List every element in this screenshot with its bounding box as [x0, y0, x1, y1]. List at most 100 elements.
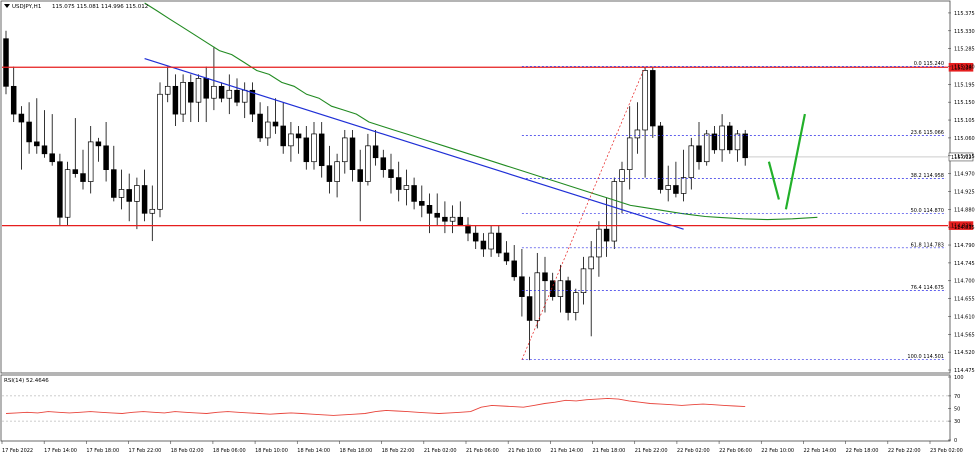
bear-candle-body [126, 189, 132, 202]
candle [72, 118, 79, 178]
candle [218, 82, 225, 103]
time-tick-label: 22 Feb 22:00 [888, 448, 921, 454]
bear-candle-body [457, 216, 464, 226]
bear-candle-body [357, 169, 363, 182]
candle [388, 153, 394, 194]
candle [665, 165, 671, 202]
time-tick-label: 22 Feb 10:00 [761, 448, 794, 454]
rsi-axis: 100 70 50 30 0 [2, 375, 964, 444]
price-tick-label: 114.475 [954, 368, 975, 374]
bear-candle-body [388, 169, 394, 178]
bear-candle-body [442, 216, 448, 222]
bear-candle-body [172, 85, 179, 115]
candle [534, 252, 541, 329]
candle [411, 177, 417, 210]
bear-candle-body [526, 296, 533, 321]
bear-candle-body [696, 145, 702, 163]
candle [573, 288, 579, 321]
bear-candle-body [742, 133, 748, 159]
bear-candle-body [141, 185, 148, 214]
bear-candle-body [249, 89, 256, 115]
bear-candle-body [80, 173, 86, 182]
rsi-layer [5, 397, 746, 416]
time-tick-label: 23 Feb 02:00 [930, 448, 963, 454]
bear-candle-body [519, 276, 525, 297]
candle [557, 264, 564, 313]
bull-candle-body [342, 137, 348, 163]
bull-candle-body [226, 89, 233, 99]
candle [349, 129, 356, 182]
bear-candle-body [657, 125, 664, 190]
bull-candle-body [288, 133, 294, 147]
bear-candle-body [503, 252, 510, 262]
time-tick-label: 18 Feb 10:00 [255, 448, 288, 454]
bull-candle-body [596, 228, 602, 258]
bear-candle-body [234, 89, 240, 103]
fib-level-label: 50.0 114.870 [911, 208, 944, 214]
bull-candle-body [449, 216, 456, 222]
candle [118, 169, 125, 210]
bear-candle-body [280, 125, 286, 147]
candle [657, 122, 664, 194]
bear-candle-body [318, 133, 325, 167]
bull-candle-body [365, 145, 371, 182]
bear-candle-body [18, 113, 25, 123]
rsi-tick-label: 0 [954, 438, 957, 444]
bull-candle-body [534, 272, 541, 321]
dropdown-icon[interactable] [4, 4, 10, 8]
bull-candle-body [488, 232, 494, 250]
bull-candle-body [703, 133, 710, 163]
candle [103, 122, 109, 182]
support-price-tag-label: 114.839 [951, 224, 972, 230]
candle [442, 201, 448, 234]
candle [164, 66, 171, 103]
bear-candle-body [272, 121, 279, 127]
bull-candle-body [634, 129, 641, 139]
bear-candle-body [480, 240, 487, 250]
candle [180, 74, 186, 123]
candle [226, 74, 233, 115]
candle [234, 78, 240, 107]
bear-candle-body [395, 177, 402, 190]
candle [311, 122, 317, 170]
fib-level-label: 61.8 114.783 [911, 242, 944, 248]
time-tick-label: 22 Feb 02:00 [677, 448, 710, 454]
candle [634, 102, 641, 154]
bear-candle-body [203, 78, 209, 99]
rsi-indicator-label: RSI(14) 52.4646 [4, 378, 49, 384]
candle [588, 241, 594, 337]
candle [49, 114, 55, 166]
candle [719, 114, 725, 162]
bull-candle-body [680, 177, 687, 194]
candle [357, 149, 363, 222]
bull-candle-body [118, 189, 125, 198]
candle [503, 241, 510, 265]
candle [211, 46, 217, 111]
candle [342, 129, 348, 174]
candle [619, 161, 625, 214]
candle [603, 197, 610, 257]
time-tick-label: 21 Feb 18:00 [593, 448, 626, 454]
candle [172, 74, 179, 126]
candle [111, 145, 117, 202]
candle [288, 122, 294, 162]
candle [18, 106, 25, 170]
price-tick-label: 114.880 [954, 207, 975, 213]
bull-candle-body [719, 125, 725, 151]
candle [426, 193, 433, 234]
price-tick-label: 114.655 [954, 297, 975, 303]
bull-candle-body [64, 169, 71, 218]
candle [34, 98, 40, 154]
bull-candle-body [619, 169, 625, 182]
candle [372, 129, 379, 166]
fib-level-label: 23.6 115.066 [911, 130, 944, 136]
bull-candle-body [642, 70, 648, 131]
candle [511, 245, 517, 281]
time-tick-label: 17 Feb 14:00 [44, 448, 77, 454]
rsi-tick-label: 30 [954, 419, 960, 425]
bear-candle-body [673, 185, 679, 194]
candle [688, 137, 695, 190]
bear-candle-body [188, 82, 194, 103]
candle [680, 149, 687, 202]
